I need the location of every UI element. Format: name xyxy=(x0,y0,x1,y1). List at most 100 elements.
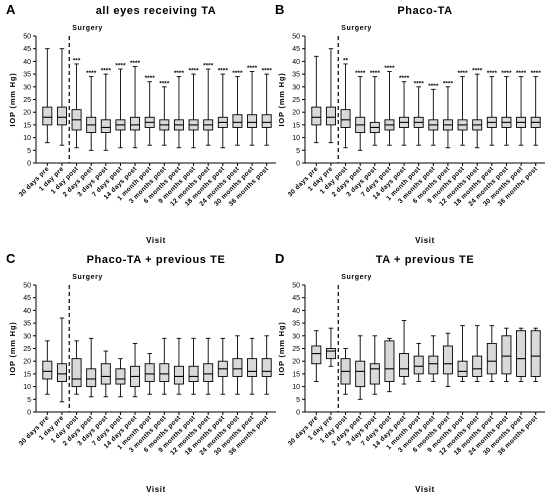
significance-mark: **** xyxy=(218,68,229,75)
significance-mark: **** xyxy=(174,70,185,77)
box-11 xyxy=(188,337,199,395)
y-tick-label: 0 xyxy=(27,161,31,168)
y-axis-title: IOP (mm Hg) xyxy=(277,321,286,375)
panel-b: B Phaco-TA 0 5 10 15 20 25 30 35 40 45 50 IOP (mm Hg)… xyxy=(275,2,545,245)
box-8 xyxy=(144,353,155,395)
y-tick-label: 5 xyxy=(296,397,300,404)
box-14 xyxy=(501,327,512,382)
box-12 xyxy=(203,337,214,395)
box-10: **** xyxy=(174,70,185,149)
box-2 xyxy=(56,48,67,146)
y-tick-label: 50 xyxy=(292,34,300,41)
x-axis-title: Visit xyxy=(146,236,166,245)
box-12 xyxy=(472,325,483,382)
surgery-label: Surgery xyxy=(72,25,103,32)
significance-mark: **** xyxy=(262,68,273,75)
box-6: **** xyxy=(115,63,126,149)
box-14: **** xyxy=(501,70,512,146)
y-tick-label: 5 xyxy=(27,397,31,404)
y-tick-label: 40 xyxy=(23,59,31,66)
y-tick-label: 30 xyxy=(23,84,31,91)
box-1 xyxy=(311,55,322,144)
box-7: **** xyxy=(130,60,141,149)
box-5 xyxy=(369,335,380,395)
box-7 xyxy=(399,320,410,385)
box-iqr xyxy=(501,335,512,375)
y-tick-label: 0 xyxy=(296,161,300,168)
box-4 xyxy=(86,337,97,398)
box-9: **** xyxy=(428,83,439,146)
y-tick-label: 10 xyxy=(23,384,31,391)
box-10 xyxy=(442,332,453,388)
x-axis-title: Visit xyxy=(415,236,435,245)
y-tick-label: 45 xyxy=(292,295,300,302)
box-iqr xyxy=(86,368,97,388)
box-9: **** xyxy=(159,80,170,146)
box-16 xyxy=(530,327,541,382)
significance-mark: **** xyxy=(531,70,542,77)
box-iqr xyxy=(42,106,53,126)
box-15 xyxy=(247,337,258,395)
box-iqr xyxy=(340,109,351,128)
box-16: **** xyxy=(531,70,542,146)
box-6 xyxy=(384,337,395,393)
y-tick-label: 15 xyxy=(292,122,300,129)
box-14: **** xyxy=(232,70,243,146)
box-2 xyxy=(325,48,336,144)
box-15 xyxy=(516,327,527,382)
significance-mark: **** xyxy=(189,68,200,75)
box-13 xyxy=(217,337,228,395)
box-iqr xyxy=(399,353,410,377)
significance-mark: **** xyxy=(159,80,170,87)
box-iqr xyxy=(486,342,497,375)
significance-mark: **** xyxy=(443,80,454,87)
box-3: ** xyxy=(340,57,351,149)
box-10: **** xyxy=(443,80,454,149)
box-iqr xyxy=(188,365,199,382)
y-tick-label: 15 xyxy=(23,371,31,378)
box-1 xyxy=(42,48,53,144)
y-tick-label: 45 xyxy=(23,46,31,53)
y-tick-label: 45 xyxy=(23,295,31,302)
y-tick-label: 25 xyxy=(292,97,300,104)
box-iqr xyxy=(311,345,322,365)
box-13 xyxy=(486,325,497,382)
box-6: **** xyxy=(384,65,395,146)
y-tick-label: 35 xyxy=(23,72,31,79)
box-9 xyxy=(428,335,439,382)
panel-letter: C xyxy=(6,251,16,266)
chart-title: Phaco-TA xyxy=(397,5,452,17)
box-13: **** xyxy=(487,70,497,146)
box-iqr xyxy=(261,358,272,377)
box-4: **** xyxy=(86,70,97,151)
box-2 xyxy=(325,327,336,367)
y-tick-label: 40 xyxy=(23,308,31,315)
surgery-label: Surgery xyxy=(72,274,103,281)
box-4 xyxy=(355,335,366,400)
panel-c: C Phaco-TA + previous TE 0 5 10 15 20 25 30 35 40 4… xyxy=(6,251,276,492)
significance-mark: **** xyxy=(232,70,243,77)
surgery-label: Surgery xyxy=(341,25,372,32)
significance-mark: **** xyxy=(458,70,469,77)
panel-letter: D xyxy=(275,251,284,266)
significance-mark: **** xyxy=(414,80,425,87)
y-tick-label: 5 xyxy=(27,148,31,155)
box-12: **** xyxy=(203,63,214,146)
y-tick-label: 20 xyxy=(23,359,31,366)
significance-mark: ** xyxy=(343,57,349,64)
box-iqr xyxy=(56,363,67,382)
y-tick-label: 15 xyxy=(23,122,31,129)
y-tick-label: 0 xyxy=(296,410,300,417)
y-tick-label: 45 xyxy=(292,46,300,53)
y-tick-label: 35 xyxy=(292,321,300,328)
box-iqr xyxy=(325,106,336,126)
box-iqr xyxy=(530,330,541,377)
box-iqr xyxy=(56,106,67,126)
significance-mark: **** xyxy=(247,65,258,72)
significance-mark: **** xyxy=(130,60,141,67)
y-tick-label: 20 xyxy=(23,110,31,117)
box-5: **** xyxy=(370,70,380,146)
box-3 xyxy=(71,340,82,395)
y-axis-title: IOP (mm Hg) xyxy=(277,72,286,126)
